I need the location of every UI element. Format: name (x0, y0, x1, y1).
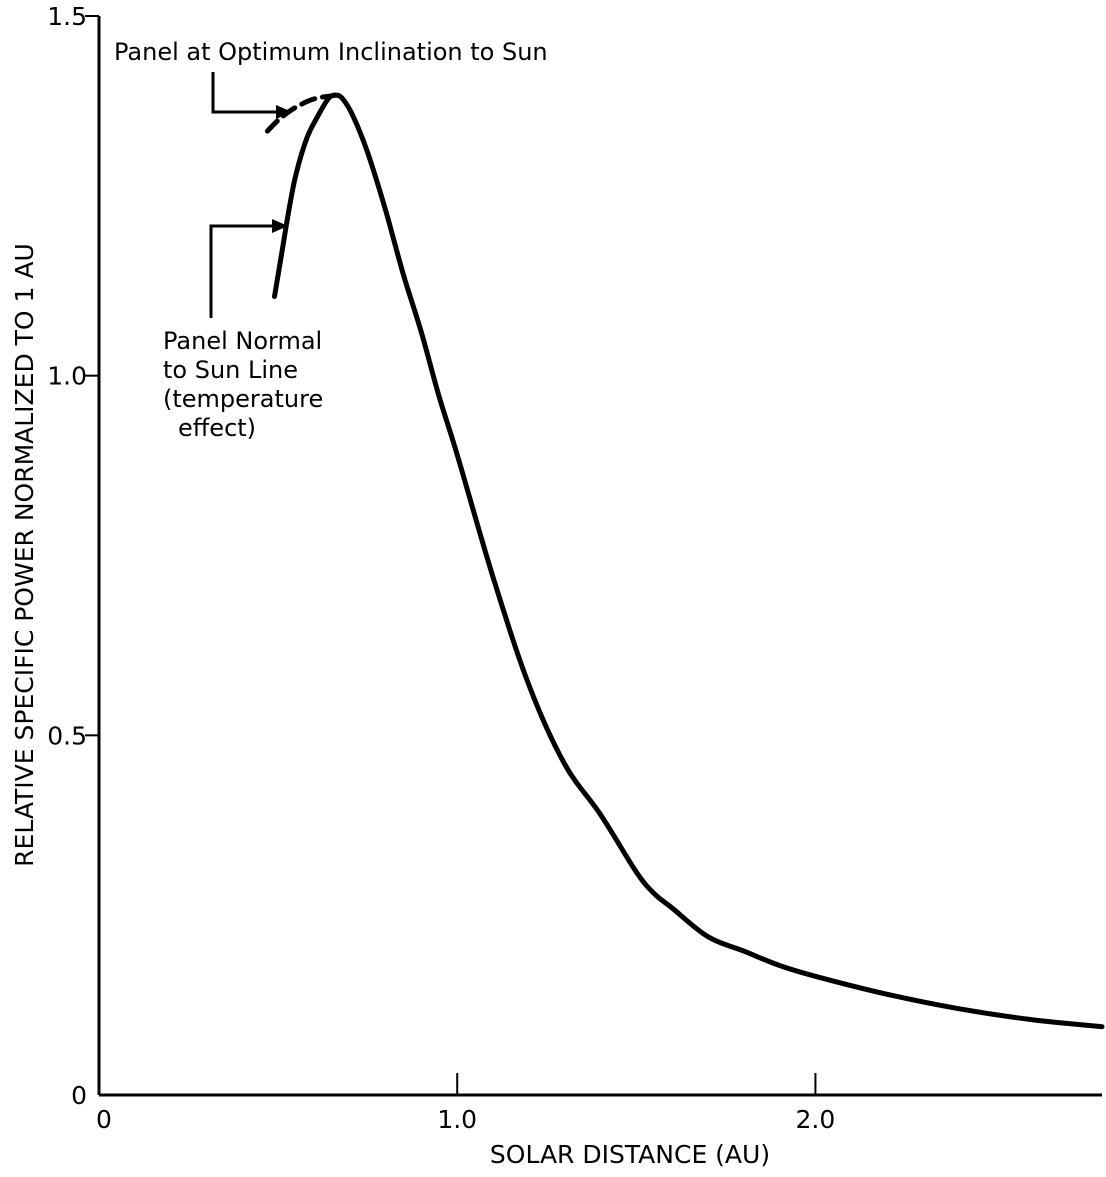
annotation-normal-leader (209, 224, 276, 318)
x-ticks: 0 1.0 2.0 (96, 1073, 835, 1134)
y-axis-title: RELATIVE SPECIFIC POWER NORMALIZED TO 1 … (10, 243, 39, 867)
annotation-optimum-line: Panel at Optimum Inclination to Sun (114, 38, 548, 66)
annotation-normal-line: effect) (178, 414, 256, 442)
x-tick-label: 2.0 (796, 1105, 836, 1134)
y-ticks: 0 0.5 1.0 1.5 (47, 2, 99, 1110)
x-tick-label: 1.0 (437, 1105, 477, 1134)
plot-area (97, 16, 1102, 1097)
y-tick-label: 0 (71, 1081, 87, 1110)
x-axis-title: SOLAR DISTANCE (AU) (490, 1140, 770, 1169)
series-layer (264, 92, 1105, 1030)
x-tick-label: 0 (96, 1105, 112, 1134)
annotation-optimum-text: Panel at Optimum Inclination to Sun (114, 38, 548, 66)
annotation-optimum-leader (211, 72, 280, 114)
y-tick-label: 1.0 (47, 362, 87, 391)
annotation-optimum: Panel at Optimum Inclination to Sun (114, 38, 548, 119)
series-line-normal-to-sun (272, 92, 1105, 1030)
annotation-optimum-arrowhead (276, 105, 292, 119)
annotation-normal-line: to Sun Line (163, 356, 298, 384)
annotation-normal-line: Panel Normal (163, 327, 322, 355)
annotation-normal-line: (temperature (163, 385, 323, 413)
y-tick-label: 0.5 (47, 721, 87, 750)
annotation-normal-text: Panel Normal to Sun Line (temperature ef… (163, 327, 331, 442)
annotation-normal: Panel Normal to Sun Line (temperature ef… (163, 219, 331, 442)
y-tick-label: 1.5 (47, 2, 87, 31)
annotation-normal-arrowhead (272, 219, 288, 233)
series-line-optimum-inclination (264, 92, 338, 134)
